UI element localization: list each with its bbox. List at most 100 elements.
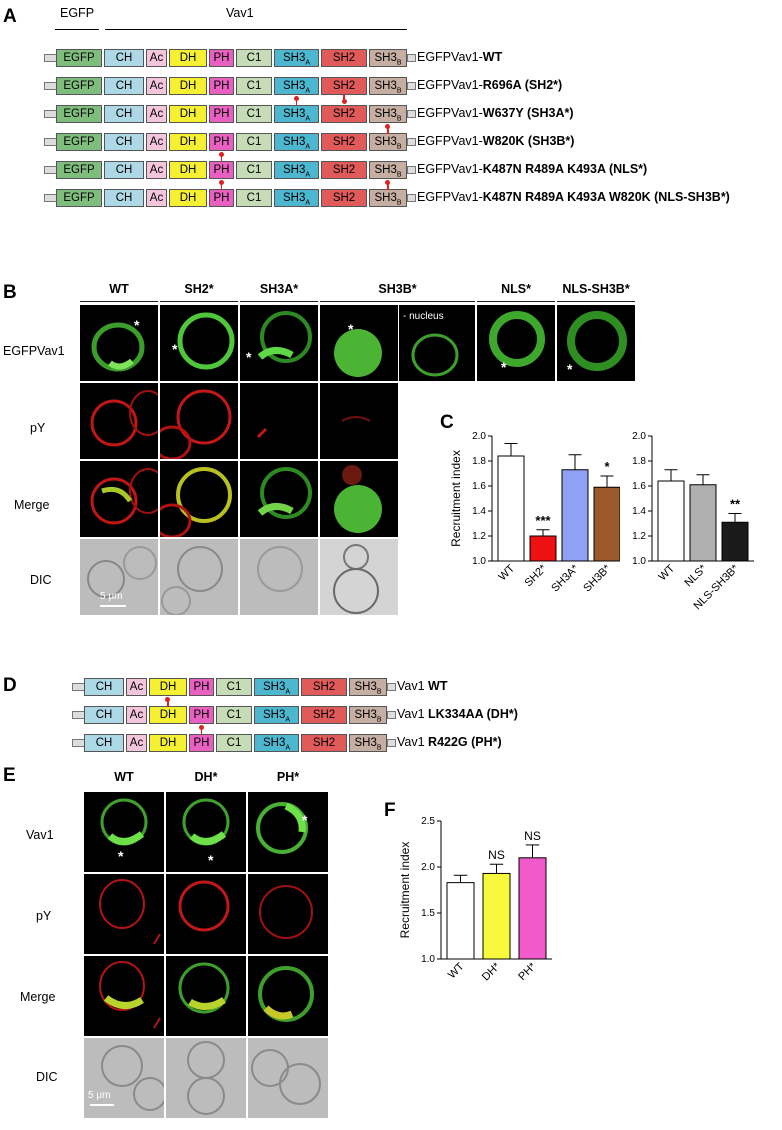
construct-mutation: K487N R489A K493A W820K xyxy=(482,190,651,204)
y-tick-label: 2.0 xyxy=(472,431,486,442)
sh3b-domain-label: SH3 xyxy=(354,681,377,693)
construct-suffix: (SH3B*) xyxy=(524,134,575,148)
sh3b-domain: SH3B xyxy=(349,678,387,696)
micrograph-e-py-wt xyxy=(84,874,164,954)
mutation-marker xyxy=(218,180,226,190)
sh3a-domain-sub: A xyxy=(305,115,311,123)
micrograph-e-dic-ph xyxy=(248,1038,328,1118)
sh3a-domain-label: SH3 xyxy=(282,164,306,176)
category-label: SH3A* xyxy=(549,562,581,594)
construct-mutation: W637Y xyxy=(482,106,524,120)
sh3b-domain-label: SH3 xyxy=(354,709,377,721)
scale-label: 5 μm xyxy=(88,1090,111,1101)
chart-recruitment-e: 1.0 1.5 2.0 2.5 WT NS DH* NS PH* Recruitment inde… xyxy=(398,816,552,983)
category-label: SH3B* xyxy=(581,562,613,594)
sh3a-domain-label: SH3 xyxy=(282,80,306,92)
ac-domain: Ac xyxy=(126,734,147,752)
micrograph-dic-sh3a xyxy=(240,539,318,615)
sh3a-domain-label: SH3 xyxy=(282,192,306,204)
construct-suffix: (NLS*) xyxy=(605,162,648,176)
sh3b-domain: SH3B xyxy=(349,706,387,724)
c1-domain: C1 xyxy=(236,77,272,95)
c1-domain: C1 xyxy=(236,189,272,207)
category-label: NLS* xyxy=(682,562,709,589)
sh3b-domain: SH3B xyxy=(369,77,407,95)
sh3a-domain-label: SH3 xyxy=(282,108,306,120)
bar xyxy=(721,521,749,562)
col-header-sh3b: SH3B* xyxy=(378,282,417,296)
ph-domain: PH xyxy=(189,706,214,724)
scale-bar xyxy=(100,605,126,607)
sh3b-domain-sub: B xyxy=(396,171,402,179)
nucleus-note: - nucleus xyxy=(403,311,444,322)
egfp-domain: EGFP xyxy=(56,77,102,95)
sh3a-domain-sub: A xyxy=(305,143,311,151)
linker-tail xyxy=(407,166,416,174)
category-label: PH* xyxy=(516,960,539,983)
c1-domain: C1 xyxy=(216,734,252,752)
construct-suffix: (SH3A*) xyxy=(523,106,574,120)
sh2-domain: SH2 xyxy=(321,133,367,151)
ch-domain: CH xyxy=(104,105,144,123)
egfp-header: EGFP xyxy=(60,6,95,20)
micrograph-e-dic-dh xyxy=(166,1038,246,1118)
construct-prefix: Vav1 xyxy=(397,707,429,721)
sh2-domain: SH2 xyxy=(321,77,367,95)
mutation-marker xyxy=(340,94,348,104)
y-tick-label: 1.2 xyxy=(632,531,646,542)
sh3b-domain: SH3B xyxy=(369,49,407,67)
bar xyxy=(482,872,511,960)
construct-prefix: Vav1 xyxy=(397,679,429,693)
mutation-marker xyxy=(293,96,301,106)
construct-suffix: (DH*) xyxy=(483,707,518,721)
micrograph-egfp-sh3b-a: * xyxy=(320,305,398,381)
construct-mutation: K487N R489A K493A xyxy=(482,162,606,176)
micrograph-dic-sh2 xyxy=(160,539,238,615)
y-tick-label: 1.8 xyxy=(632,456,646,467)
vav1-bracket-line xyxy=(105,29,407,30)
ac-domain: Ac xyxy=(146,189,167,207)
category-label: SH2* xyxy=(522,562,549,589)
y-tick-label: 1.0 xyxy=(421,954,435,965)
sh3a-domain: SH3A xyxy=(274,105,319,123)
y-tick-label: 1.4 xyxy=(632,506,646,517)
ph-domain: PH xyxy=(189,678,214,696)
col-header-sh2: SH2* xyxy=(184,282,214,296)
linker-tail xyxy=(407,82,416,90)
egfp-domain: EGFP xyxy=(56,161,102,179)
sh3b-domain-label: SH3 xyxy=(374,136,397,148)
sh3b-domain: SH3B xyxy=(349,734,387,752)
row-label-e-merge: Merge xyxy=(20,990,56,1004)
construct-mutation: R696A xyxy=(482,78,522,92)
construct-mutation: WT xyxy=(482,50,503,64)
micrograph-e-vav1-ph: * xyxy=(248,792,328,872)
star-marker: * xyxy=(302,812,308,828)
chart-recruitment-b: 1.0 1.2 1.4 1.6 1.8 2.0 WT *** SH2* SH3A* * SH3B* Re… xyxy=(449,431,620,594)
dh-domain: DH xyxy=(169,189,207,207)
sh3b-domain-sub: B xyxy=(396,199,402,207)
category-label: WT xyxy=(657,562,678,583)
significance-label: NS xyxy=(524,829,541,843)
col-line xyxy=(477,301,555,302)
ph-domain: PH xyxy=(209,105,234,123)
construct-suffix: (NLS-SH3B*) xyxy=(650,190,730,204)
construct-label: EGFPVav1-W637Y (SH3A*) xyxy=(417,106,574,120)
star-marker: * xyxy=(348,321,354,337)
bar xyxy=(518,857,547,960)
sh3a-domain-sub: A xyxy=(305,59,311,67)
ph-domain: PH xyxy=(209,189,234,207)
star-marker: * xyxy=(246,349,252,365)
ch-domain: CH xyxy=(104,161,144,179)
egfp-bracket-line xyxy=(55,29,99,30)
mutation-marker xyxy=(384,124,392,134)
col-header-e-ph: PH* xyxy=(276,770,300,784)
egfp-domain: EGFP xyxy=(56,189,102,207)
ch-domain: CH xyxy=(104,189,144,207)
micrograph-merge-sh2 xyxy=(160,461,238,537)
micrograph-egfp-wt: * xyxy=(80,305,158,381)
linker-tail xyxy=(387,739,396,747)
ph-domain: PH xyxy=(209,49,234,67)
sh3a-domain: SH3A xyxy=(274,161,319,179)
ac-domain: Ac xyxy=(146,133,167,151)
mutation-marker xyxy=(164,697,172,707)
